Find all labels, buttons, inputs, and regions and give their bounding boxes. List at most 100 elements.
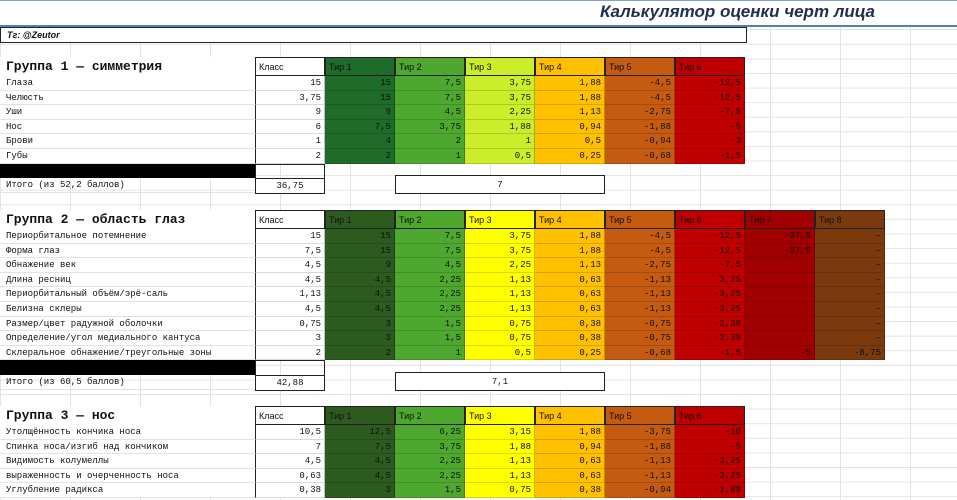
title-bar <box>0 0 957 27</box>
tier-header: Тир 6 <box>675 406 745 425</box>
tier-value: -37,5 <box>745 229 815 244</box>
tier-value: – <box>815 302 885 317</box>
tier-value: 1,13 <box>465 454 535 469</box>
tier-value: 3,75 <box>465 229 535 244</box>
total-tier: 7 <box>395 175 605 195</box>
row-label: Углубление радикса <box>0 483 255 498</box>
tier-value: 7,5 <box>395 229 465 244</box>
class-value: 1,13 <box>255 287 325 302</box>
tier-value: 1 <box>395 149 465 164</box>
tier-value: 1,5 <box>395 483 465 498</box>
tier-header: Тир 3 <box>465 210 535 229</box>
class-value: 9 <box>255 105 325 120</box>
row-label: Размер/цвет радужной оболочки <box>0 316 255 332</box>
tier-header: Тир 4 <box>535 57 605 76</box>
contact: Тг: @Zeutor <box>0 27 747 43</box>
tier-value: -3 <box>675 134 745 149</box>
tier-value: – <box>815 331 885 346</box>
total-class: 42,88 <box>255 375 325 391</box>
class-value: 6 <box>255 119 325 135</box>
row-label: Утолщённость кончика носа <box>0 425 255 440</box>
tier-value: -1,88 <box>605 439 675 455</box>
tier-value: 4,5 <box>395 105 465 120</box>
tier-value: 1,13 <box>465 287 535 302</box>
row-label: Длина ресниц <box>0 272 255 288</box>
tier-value: 1 <box>395 345 465 361</box>
tier-value: – <box>815 229 885 244</box>
row-label: Губы <box>0 149 255 164</box>
row-label: Склеральное обнажение/треугольные зоны <box>0 345 255 361</box>
tier-value: -5 <box>675 119 745 135</box>
class-value: 2 <box>255 345 325 361</box>
tier-value <box>745 331 815 346</box>
tier-value: 1,88 <box>535 425 605 440</box>
tier-value: -3,25 <box>675 287 745 302</box>
tier-value: -4,5 <box>605 229 675 244</box>
tier-value: 1,13 <box>465 272 535 288</box>
tier-value: 7,5 <box>395 76 465 91</box>
tier-value: 0,38 <box>535 483 605 498</box>
sheet-title: Калькулятор оценки черт лица <box>600 2 875 21</box>
tier-value: -1,5 <box>675 345 745 361</box>
tier-header: Тир 5 <box>605 210 675 229</box>
separator-bar <box>0 163 255 179</box>
tier-value: -3,25 <box>675 468 745 484</box>
tier-value: -2,75 <box>605 258 675 273</box>
tier-header: Тир 1 <box>325 57 395 76</box>
group-title: Группа 3 — нос <box>0 406 255 425</box>
row-label: Определение/угол медиального кантуса <box>0 331 255 346</box>
class-value: 4,5 <box>255 454 325 469</box>
tier-value: -7,5 <box>675 105 745 120</box>
tier-value: -3,25 <box>675 454 745 469</box>
row-label: Спинка носа/изгиб над кончиком <box>0 439 255 455</box>
total-tier: 7,1 <box>395 372 605 391</box>
tier-value: -2,38 <box>675 331 745 346</box>
tier-value: 0,63 <box>535 272 605 288</box>
tier-value: -1,13 <box>605 272 675 288</box>
total-frame <box>255 360 325 390</box>
class-value: 4,5 <box>255 302 325 317</box>
tier-value: -8,75 <box>815 345 885 361</box>
class-value: 2 <box>255 149 325 164</box>
tier-value: -3,25 <box>675 272 745 288</box>
total-class: 36,75 <box>255 178 325 195</box>
row-label: Обнажение век <box>0 258 255 273</box>
tier-value: 2 <box>325 149 395 164</box>
tier-value <box>745 316 815 332</box>
tier-value: 1,13 <box>465 468 535 484</box>
tier-value: 2,25 <box>395 468 465 484</box>
tier-value <box>745 287 815 302</box>
class-value: 7 <box>255 439 325 455</box>
tier-value: 1,5 <box>395 331 465 346</box>
tier-value <box>745 272 815 288</box>
tier-value: -1,88 <box>605 119 675 135</box>
row-label: Периорбитальное потемнение <box>0 229 255 244</box>
tier-value: 4,5 <box>325 454 395 469</box>
tier-value: 3,75 <box>465 243 535 259</box>
tier-header: Тир 6 <box>675 57 745 76</box>
tier-value: 1,88 <box>535 243 605 259</box>
tier-header: Тир 8 <box>815 210 885 229</box>
class-value: 4,5 <box>255 272 325 288</box>
tier-value: 0,63 <box>535 302 605 317</box>
tier-value: -1,88 <box>675 483 745 498</box>
tier-value: 4,5 <box>325 287 395 302</box>
class-header: Класс <box>255 57 325 76</box>
class-value: 3 <box>255 331 325 346</box>
tier-value: 1 <box>465 134 535 149</box>
tier-value: -2,75 <box>605 105 675 120</box>
tier-header: Тир 2 <box>395 406 465 425</box>
tier-value: 1,88 <box>465 119 535 135</box>
tier-value: -0,94 <box>605 134 675 149</box>
tier-value: 1,13 <box>535 105 605 120</box>
tier-value: -3,75 <box>605 425 675 440</box>
tier-value: 2,25 <box>465 258 535 273</box>
tier-value: 1,88 <box>535 90 605 106</box>
tier-value: -10 <box>675 425 745 440</box>
tier-value: 1,88 <box>465 439 535 455</box>
tier-value: -1,13 <box>605 302 675 317</box>
tier-value: -3,25 <box>675 302 745 317</box>
tier-value: 1,88 <box>535 229 605 244</box>
tier-value: 9 <box>325 258 395 273</box>
tier-value: 4,5 <box>325 302 395 317</box>
